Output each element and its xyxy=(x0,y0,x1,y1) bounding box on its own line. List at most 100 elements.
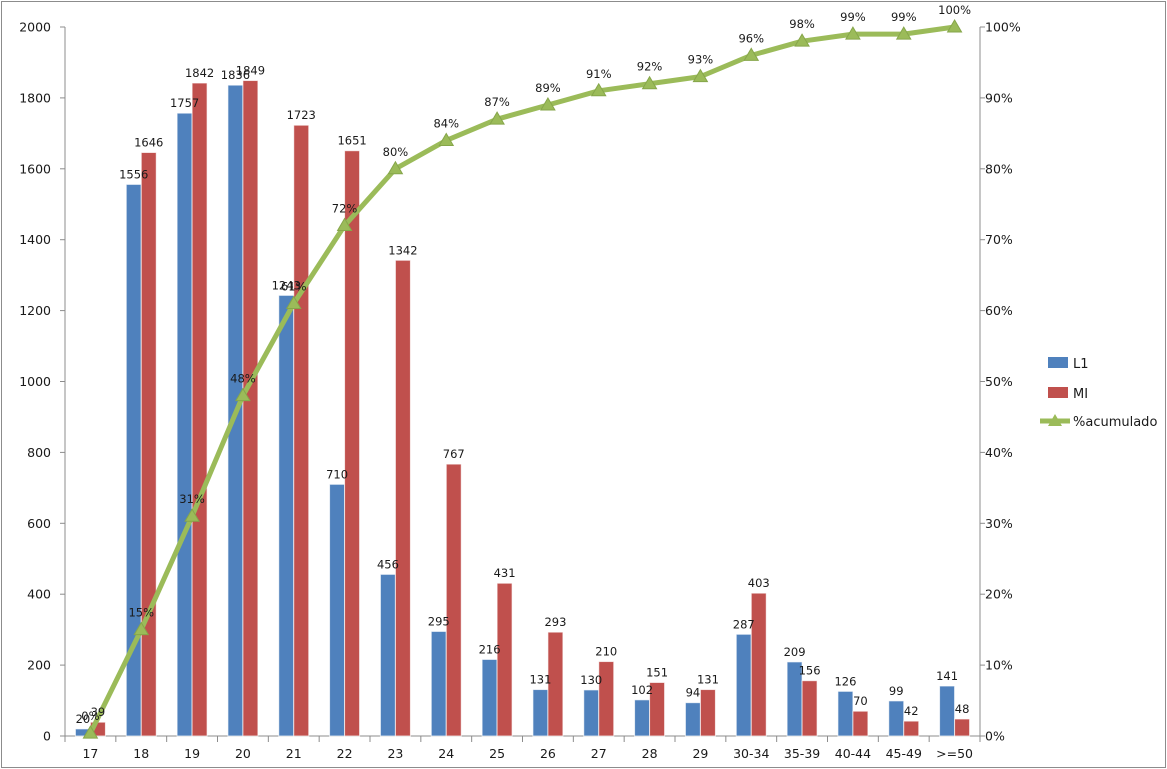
right-axis-tick-label: 80% xyxy=(985,161,1013,176)
cumulative-data-label: 48% xyxy=(230,372,256,386)
bar-l1 xyxy=(939,685,956,737)
x-axis-tick-label: 29 xyxy=(692,746,708,761)
cumulative-data-label: 98% xyxy=(789,17,815,31)
bar-l1 xyxy=(684,702,701,737)
bar-l1-data-label: 295 xyxy=(428,614,450,628)
cumulative-polyline xyxy=(88,24,955,735)
cumulative-point-marker xyxy=(82,725,99,739)
left-axis-tick-label: 1000 xyxy=(19,374,51,389)
bar-mi-data-label: 151 xyxy=(646,665,668,679)
bar-mi-data-label: 210 xyxy=(595,645,617,659)
cumulative-data-label: 87% xyxy=(484,95,510,109)
cumulative-point-marker xyxy=(692,68,709,83)
axis-ticks: 0 200 400 600 800 1000 1200 1400 1600 1800 2000 0% 1… xyxy=(19,20,1021,762)
left-axis-tick-label: 800 xyxy=(27,445,51,460)
right-axis-tick-label: 70% xyxy=(985,232,1013,247)
bar-l1 xyxy=(329,483,346,737)
x-axis-tick-label: 25 xyxy=(489,746,505,761)
cumulative-point-marker xyxy=(794,33,810,47)
cumulative-point-marker xyxy=(489,111,505,125)
left-axis-tick-label: 1600 xyxy=(19,161,51,176)
legend-marker-cumulative xyxy=(1048,414,1062,426)
bar-mi-data-label: 39 xyxy=(91,705,106,719)
bar-l1-data-label: 1836 xyxy=(221,68,250,82)
bar-mi xyxy=(598,661,615,737)
left-axis-tick-label: 600 xyxy=(27,516,51,531)
cumulative-data-label: 0% xyxy=(81,709,99,723)
cumulative-data-label: 80% xyxy=(383,145,409,159)
cumulative-point-marker xyxy=(387,160,404,175)
bar-mi-data-label: 48 xyxy=(955,702,970,716)
x-axis-tick-label: 20 xyxy=(235,746,251,761)
legend: L1 MI %acumulado xyxy=(1040,357,1157,430)
left-axis-tick-label: 400 xyxy=(27,587,51,602)
bar-l1 xyxy=(583,689,600,737)
x-axis-tick-label: >=50 xyxy=(936,746,973,761)
bar-l1-data-label: 20 xyxy=(76,712,91,726)
cumulative-data-label: 99% xyxy=(891,10,917,24)
bar-l1 xyxy=(532,689,549,737)
bar-mi-data-label: 1646 xyxy=(134,135,163,149)
x-axis-tick-label: 17 xyxy=(82,746,98,761)
right-axis-tick-label: 0% xyxy=(985,729,1005,744)
right-axis-tick-label: 40% xyxy=(985,445,1013,460)
bar-l1 xyxy=(888,700,905,737)
x-axis-tick-label: 21 xyxy=(286,746,302,761)
bar-mi-data-label: 1842 xyxy=(185,66,214,80)
cumulative-point-marker xyxy=(336,217,353,232)
bar-mi-data-label: 403 xyxy=(748,576,770,590)
bar-mi xyxy=(293,124,310,737)
bar-l1-data-label: 710 xyxy=(326,467,348,481)
cumulative-data-label: 15% xyxy=(128,606,154,620)
bar-l1-data-label: 102 xyxy=(631,683,653,697)
legend-swatch-mi xyxy=(1048,387,1068,398)
bar-l1 xyxy=(278,294,295,737)
cumulative-data-label: 72% xyxy=(332,202,358,216)
cumulative-data-label: 99% xyxy=(840,10,866,24)
left-axis-tick-label: 1400 xyxy=(19,232,51,247)
bar-mi-data-label: 1849 xyxy=(236,64,265,78)
bar-mi xyxy=(699,689,716,737)
bar-mi xyxy=(496,582,513,737)
bar-l1-data-label: 1556 xyxy=(119,167,148,181)
bar-mi xyxy=(547,631,564,737)
left-axis-tick-label: 200 xyxy=(27,658,51,673)
right-axis-tick-label: 20% xyxy=(985,587,1013,602)
x-axis-tick-label: 40-44 xyxy=(835,746,871,761)
legend-label-mi: MI xyxy=(1073,387,1088,402)
bar-mi-data-label: 431 xyxy=(494,566,516,580)
bar-l1-data-label: 94 xyxy=(686,686,701,700)
bar-l1 xyxy=(735,633,752,737)
bar-l1-data-label: 287 xyxy=(733,617,755,631)
bar-mi xyxy=(954,718,971,737)
left-axis-tick-label: 1800 xyxy=(19,90,51,105)
cumulative-point-marker xyxy=(235,387,251,402)
cumulative-data-label: 91% xyxy=(586,67,612,81)
bar-mi-data-label: 156 xyxy=(799,664,821,678)
x-axis-tick-label: 26 xyxy=(540,746,556,761)
bar-l1-data-label: 131 xyxy=(529,673,551,687)
cumulative-point-marker xyxy=(845,26,861,40)
bar-mi xyxy=(394,259,411,737)
cumulative-data-label: 61% xyxy=(281,280,307,294)
cumulative-point-marker xyxy=(946,19,963,33)
cumulative-point-marker xyxy=(540,96,556,111)
right-axis-tick-label: 100% xyxy=(985,20,1021,35)
bar-l1-data-label: 1757 xyxy=(170,96,199,110)
x-axis-tick-label: 30-34 xyxy=(733,746,769,761)
cumulative-point-marker xyxy=(895,26,912,40)
bar-mi xyxy=(750,592,767,737)
right-axis-tick-label: 90% xyxy=(985,90,1013,105)
bar-l1 xyxy=(430,630,447,737)
cumulative-data-label: 96% xyxy=(738,31,764,45)
x-axis-tick-label: 19 xyxy=(184,746,200,761)
cumulative-point-marker xyxy=(438,132,455,146)
bar-l1-data-label: 209 xyxy=(784,645,806,659)
cumulative-point-marker xyxy=(743,47,760,61)
bar-l1 xyxy=(481,658,498,737)
cumulative-line xyxy=(82,19,963,739)
cumulative-point-marker xyxy=(641,75,658,90)
x-axis-tick-label: 35-39 xyxy=(784,746,820,761)
right-axis-tick-label: 60% xyxy=(985,303,1013,318)
